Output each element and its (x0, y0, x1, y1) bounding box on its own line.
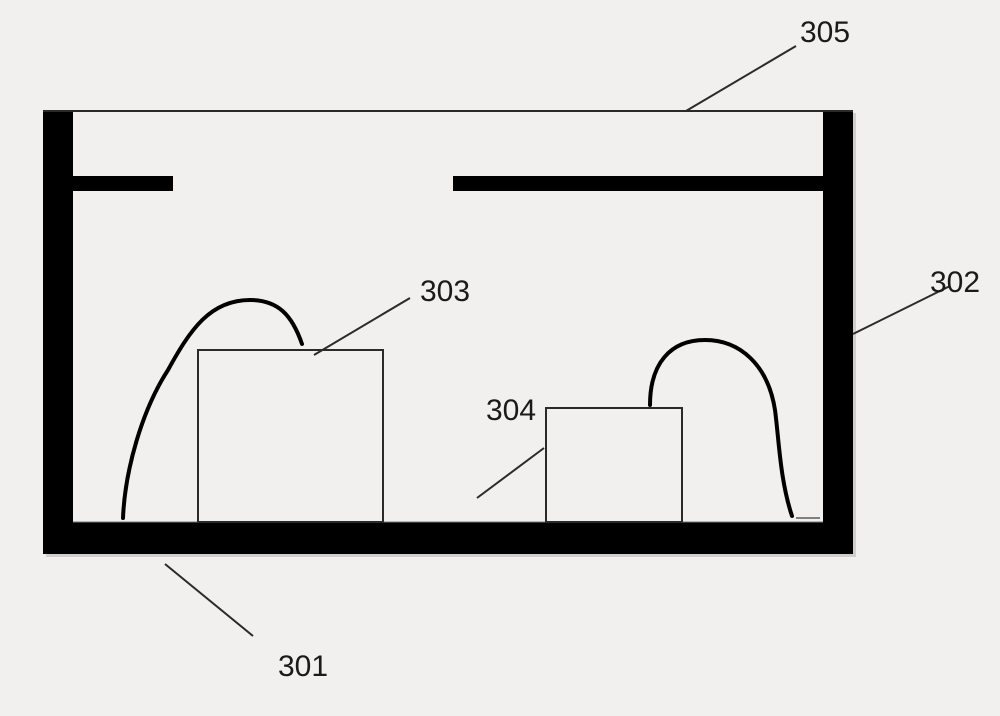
diagram-canvas (0, 0, 1000, 716)
label-301: 301 (278, 650, 328, 684)
label-304: 304 (486, 394, 536, 428)
label-305: 305 (800, 16, 850, 50)
label-302: 302 (930, 266, 980, 300)
label-303: 303 (420, 275, 470, 309)
